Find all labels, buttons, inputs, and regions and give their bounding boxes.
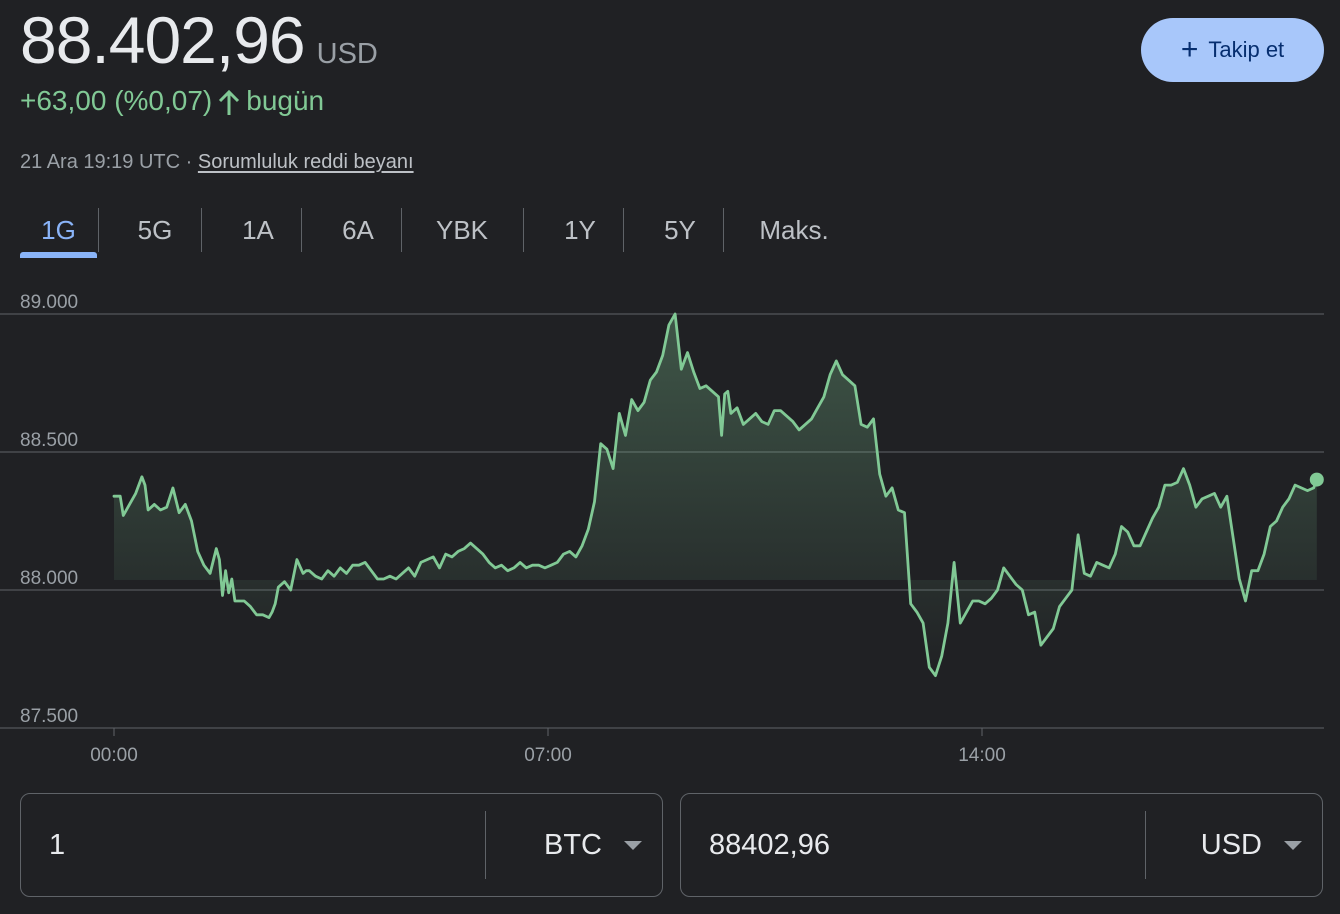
tab-label: 5Y bbox=[664, 214, 696, 245]
tab-5g[interactable]: 5G bbox=[110, 206, 200, 254]
field-divider bbox=[1145, 811, 1146, 879]
time-range-tabs: 1G 5G 1A 6A YBK 1Y 5Y Maks. bbox=[20, 206, 860, 260]
tab-divider bbox=[623, 208, 624, 252]
x-tick-label: 14:00 bbox=[958, 745, 1006, 766]
price-change: +63,00 (%0,07) bugün bbox=[20, 82, 324, 120]
y-tick-label: 88.500 bbox=[20, 430, 78, 451]
tab-divider bbox=[723, 208, 724, 252]
change-period: bugün bbox=[246, 85, 325, 116]
area-fill bbox=[114, 314, 1317, 676]
tab-5y[interactable]: 5Y bbox=[634, 206, 726, 254]
tab-label: 5G bbox=[137, 214, 173, 245]
tab-label: YBK bbox=[435, 214, 489, 245]
tab-divider bbox=[98, 208, 99, 252]
current-point bbox=[1309, 472, 1324, 487]
timestamp: 21 Ara 19:19 UTC bbox=[20, 151, 181, 173]
follow-button-label: Takip et bbox=[1208, 37, 1285, 62]
tab-divider bbox=[523, 208, 524, 252]
timestamp-line: 21 Ara 19:19 UTC · Sorumluluk reddi beya… bbox=[20, 148, 414, 176]
price-chart[interactable]: 89.000 88.500 88.000 87.500 00:00 07:00 14:00 bbox=[0, 280, 1340, 770]
tab-label: 1Y bbox=[564, 214, 596, 245]
price-line bbox=[112, 312, 1319, 677]
crypto-unit-label: BTC bbox=[544, 828, 602, 861]
tab-max[interactable]: Maks. bbox=[736, 206, 852, 254]
crypto-amount-field: 1 BTC bbox=[20, 793, 663, 897]
separator: · bbox=[185, 151, 193, 173]
arrow-up-icon bbox=[218, 88, 240, 115]
fiat-unit-label: USD bbox=[1200, 828, 1262, 861]
tab-divider bbox=[301, 208, 302, 252]
y-tick-label: 89.000 bbox=[20, 292, 78, 313]
disclaimer-link[interactable]: Sorumluluk reddi beyanı bbox=[197, 151, 414, 173]
x-tick-label: 00:00 bbox=[90, 745, 138, 766]
active-tab-indicator bbox=[20, 252, 97, 258]
tab-1g[interactable]: 1G bbox=[20, 206, 97, 254]
tab-6a[interactable]: 6A bbox=[312, 206, 404, 254]
tab-label: 1A bbox=[242, 214, 274, 245]
crypto-amount-input[interactable]: 1 bbox=[49, 828, 66, 861]
tab-ybk[interactable]: YBK bbox=[412, 206, 512, 254]
field-divider bbox=[485, 811, 486, 879]
crypto-unit-select[interactable]: BTC bbox=[486, 829, 662, 862]
fiat-amount-field: 88402,96 USD bbox=[680, 793, 1323, 897]
follow-button[interactable]: + Takip et bbox=[1141, 18, 1324, 82]
price-header: 88.402,96 USD bbox=[20, 2, 378, 78]
change-value: +63,00 (%0,07) bbox=[20, 85, 213, 116]
tab-divider bbox=[401, 208, 402, 252]
tab-label: Maks. bbox=[759, 214, 829, 245]
y-tick-label: 88.000 bbox=[20, 568, 78, 589]
y-tick-label: 87.500 bbox=[20, 706, 78, 727]
tab-1a[interactable]: 1A bbox=[212, 206, 304, 254]
tab-divider bbox=[201, 208, 202, 252]
x-tick-label: 07:00 bbox=[524, 745, 572, 766]
tab-1y[interactable]: 1Y bbox=[534, 206, 626, 254]
fiat-amount-input[interactable]: 88402,96 bbox=[709, 828, 830, 861]
price-currency: USD bbox=[316, 38, 378, 70]
current-price: 88.402,96 bbox=[20, 3, 306, 77]
plus-icon: + bbox=[1180, 33, 1199, 66]
fiat-unit-select[interactable]: USD bbox=[1146, 829, 1322, 862]
chevron-down-icon bbox=[624, 840, 642, 850]
chevron-down-icon bbox=[1284, 840, 1302, 850]
tab-label: 6A bbox=[342, 214, 374, 245]
tab-label: 1G bbox=[41, 214, 76, 245]
